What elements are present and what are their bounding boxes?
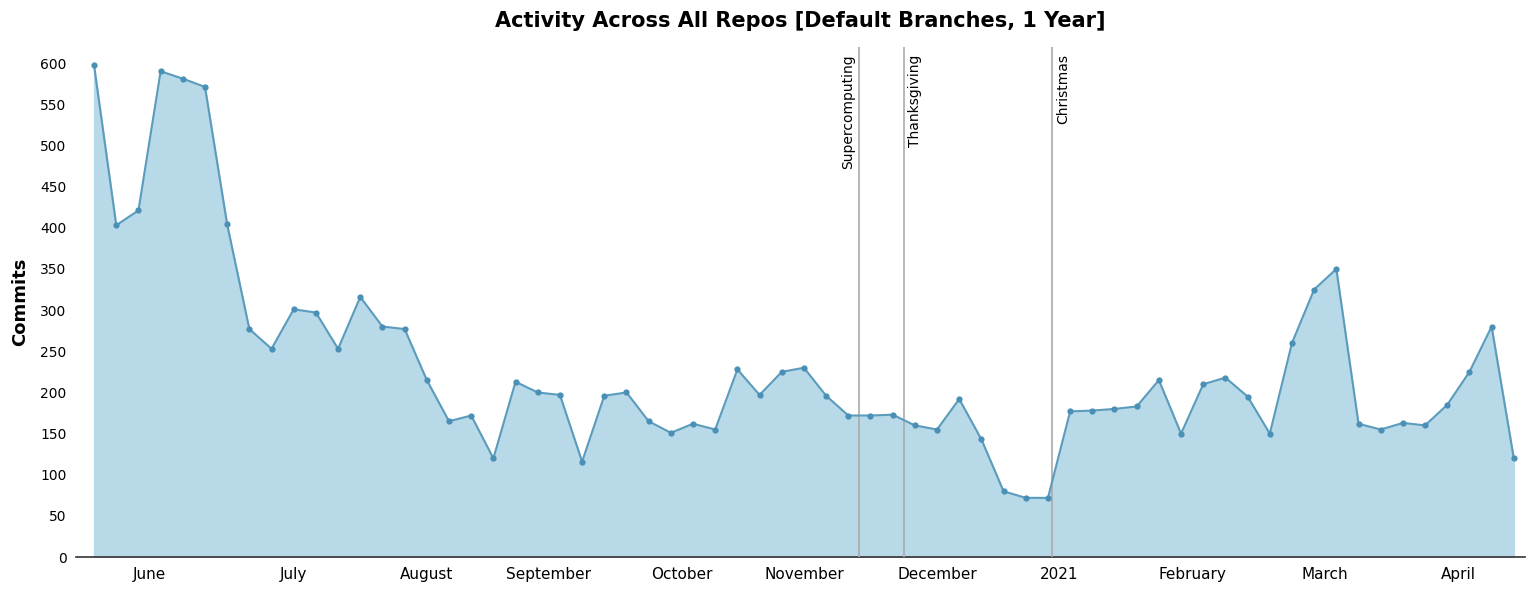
Text: Christmas: Christmas [1057,54,1071,124]
Text: Thanksgiving: Thanksgiving [908,54,922,146]
Title: Activity Across All Repos [Default Branches, 1 Year]: Activity Across All Repos [Default Branc… [495,11,1106,31]
Y-axis label: Commits: Commits [11,258,29,346]
Text: Supercomputing: Supercomputing [842,54,856,169]
